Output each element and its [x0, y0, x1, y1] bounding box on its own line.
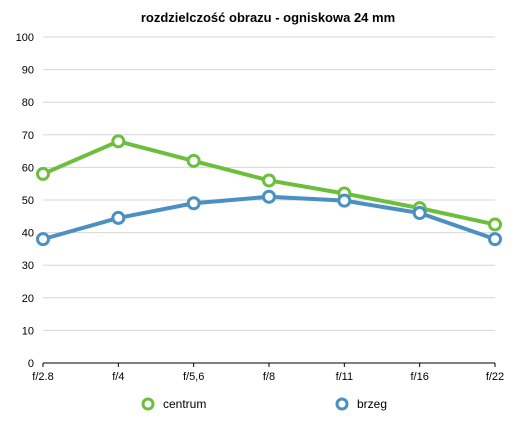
data-point-brzeg	[488, 232, 502, 247]
data-point-brzeg	[36, 232, 50, 247]
data-point-centrum	[262, 173, 276, 188]
data-point-brzeg	[412, 206, 427, 221]
legend-label-brzeg: brzeg	[357, 397, 387, 411]
legend-marker-centrum	[141, 397, 155, 411]
y-tick-labels: 0 10 20 30 40 50 60 70 80 90 100	[16, 32, 34, 370]
y-tick-label: 20	[22, 293, 34, 305]
series-lines	[36, 134, 502, 247]
data-point-brzeg	[337, 193, 352, 208]
data-point-brzeg	[262, 189, 276, 204]
legend: centrum brzeg	[141, 397, 387, 411]
data-point-centrum	[36, 166, 50, 181]
x-tick-label: f/5,6	[183, 371, 204, 383]
x-tick-label: f/11	[336, 371, 354, 383]
y-tick-label: 90	[22, 65, 34, 77]
data-point-brzeg	[111, 210, 126, 225]
y-tick-label: 60	[22, 162, 34, 174]
x-tick-label: f/16	[410, 371, 428, 383]
axes	[42, 362, 496, 367]
y-tick-label: 10	[22, 325, 34, 337]
data-point-centrum	[186, 153, 201, 168]
legend-marker-brzeg	[335, 397, 349, 411]
y-tick-label: 100	[16, 32, 34, 44]
x-tick-label: f/8	[263, 371, 275, 383]
y-tick-label: 0	[28, 358, 34, 370]
data-point-centrum	[488, 217, 502, 232]
y-tick-label: 70	[22, 130, 34, 142]
data-point-brzeg	[186, 196, 201, 211]
x-tick-labels: f/2.8 f/4 f/5,6 f/8 f/11 f/16 f/22	[32, 371, 504, 383]
legend-label-centrum: centrum	[163, 397, 206, 411]
y-tick-label: 30	[22, 260, 34, 272]
x-tick-label: f/22	[486, 371, 504, 383]
x-tick-label: f/4	[112, 371, 124, 383]
x-tick-label: f/2.8	[32, 371, 53, 383]
y-tick-label: 40	[22, 228, 34, 240]
data-point-centrum	[111, 134, 126, 149]
y-tick-label: 50	[22, 195, 34, 207]
chart-title: rozdzielczość obrazu - ogniskowa 24 mm	[141, 10, 395, 25]
y-tick-label: 80	[22, 97, 34, 109]
